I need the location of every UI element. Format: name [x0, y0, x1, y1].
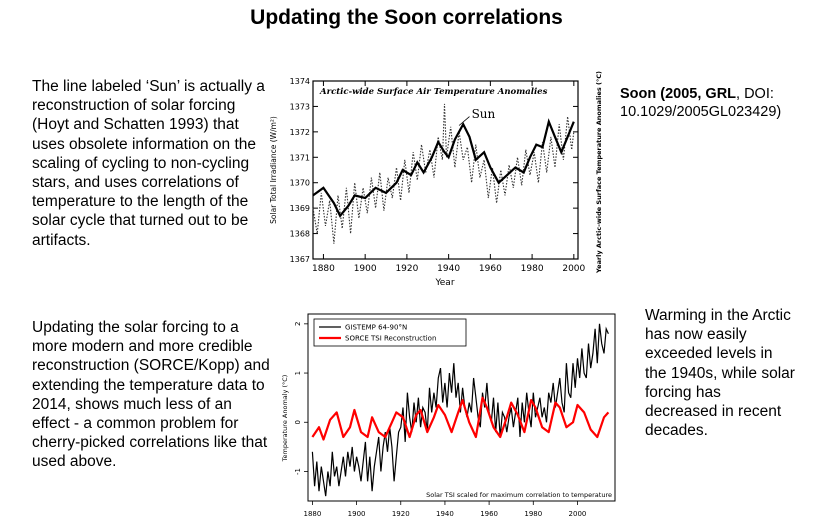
legend-box: [313, 318, 467, 347]
updated-y-tick-label: 1: [294, 371, 302, 375]
soon-y-tick-label: 1373: [290, 102, 310, 111]
soon-y-tick-label: 1371: [290, 153, 310, 162]
soon-x-tick-label: 1880: [312, 264, 335, 274]
explanation-text-top: The line labeled ‘Sun’ is actually a rec…: [32, 78, 265, 249]
citation-rest: , DOI: 10.1029/2005GL023429): [620, 86, 782, 120]
updated-y-tick-label: 0: [294, 420, 302, 424]
soon-chart-frame: [312, 80, 579, 260]
legend-label-sorce: SORCE TSI Reconstruction: [345, 335, 436, 343]
updated-x-tick-label: 1920: [392, 510, 410, 518]
updated-x-tick-label: 2000: [569, 510, 587, 518]
gistemp-series: [311, 323, 609, 497]
updated-chart-legend: GISTEMP 64-90°N SORCE TSI Reconstruction: [313, 318, 467, 347]
updated-x-tick-label: 1900: [348, 510, 366, 518]
updated-x-tick-label: 1980: [524, 510, 542, 518]
soon-y-tick-label: 1368: [290, 230, 310, 239]
soon-y-tick-label: 1367: [290, 255, 310, 264]
soon-x-tick-label: 2000: [562, 264, 585, 274]
soon-y-tick-label: 1370: [290, 179, 310, 188]
updated-chart-annotation: Solar TSI scaled for maximum correlation…: [426, 491, 612, 499]
slide-title: Updating the Soon correlations: [250, 6, 563, 29]
soon-chart-ylabel-right: Yearly Arctic-wide Surface Temperature A…: [595, 71, 603, 274]
soon-x-tick-label: 1940: [437, 264, 460, 274]
soon-sun-series: [312, 118, 575, 218]
sorce-series: [311, 396, 610, 441]
sun-series-label: Sun: [472, 107, 496, 121]
soon-x-tick-label: 1920: [395, 264, 418, 274]
updated-y-tick-label: -1: [294, 468, 302, 475]
updated-y-tick-label: 2: [294, 322, 302, 326]
sun-label-pointer: [458, 116, 470, 126]
updated-chart-ylabel: Temperature Anomaly (°C): [281, 375, 289, 463]
soon-chart-ylabel: Solar Total Irradiance (W/m²): [269, 116, 278, 224]
citation-bold: Soon (2005, GRL: [620, 86, 737, 102]
soon-y-tick-label: 1374: [290, 77, 310, 86]
soon-chart-xlabel: Year: [434, 278, 454, 288]
soon-x-tick-label: 1900: [354, 264, 377, 274]
explanation-text-bottom: Updating the solar forcing to a more mod…: [32, 319, 270, 471]
updated-x-tick-label: 1880: [304, 510, 322, 518]
soon-chart: 1880 1900 1920 1940 1960 1980 2000 1367 1368 136…: [268, 70, 613, 292]
soon-y-tick-label: 1372: [290, 128, 310, 137]
soon-temperature-series: [312, 103, 575, 244]
updated-chart: 1880 1900 1920 1940 1960 1980 2000 -1 0 1 2 Tempe…: [278, 308, 620, 525]
soon-x-tick-label: 1980: [521, 264, 544, 274]
legend-label-gistemp: GISTEMP 64-90°N: [345, 324, 407, 332]
soon-x-tick-label: 1960: [479, 264, 502, 274]
updated-x-tick-label: 1960: [480, 510, 498, 518]
warming-note: Warming in the Arctic has now easily exc…: [645, 307, 795, 440]
soon-chart-title: Arctic-wide Surface Air Temperature Anom…: [319, 87, 548, 97]
soon-y-tick-label: 1369: [290, 204, 310, 213]
updated-x-tick-label: 1940: [436, 510, 454, 518]
citation: Soon (2005, GRL, DOI: 10.1029/2005GL0234…: [620, 85, 810, 121]
updated-chart-frame: [307, 313, 616, 502]
